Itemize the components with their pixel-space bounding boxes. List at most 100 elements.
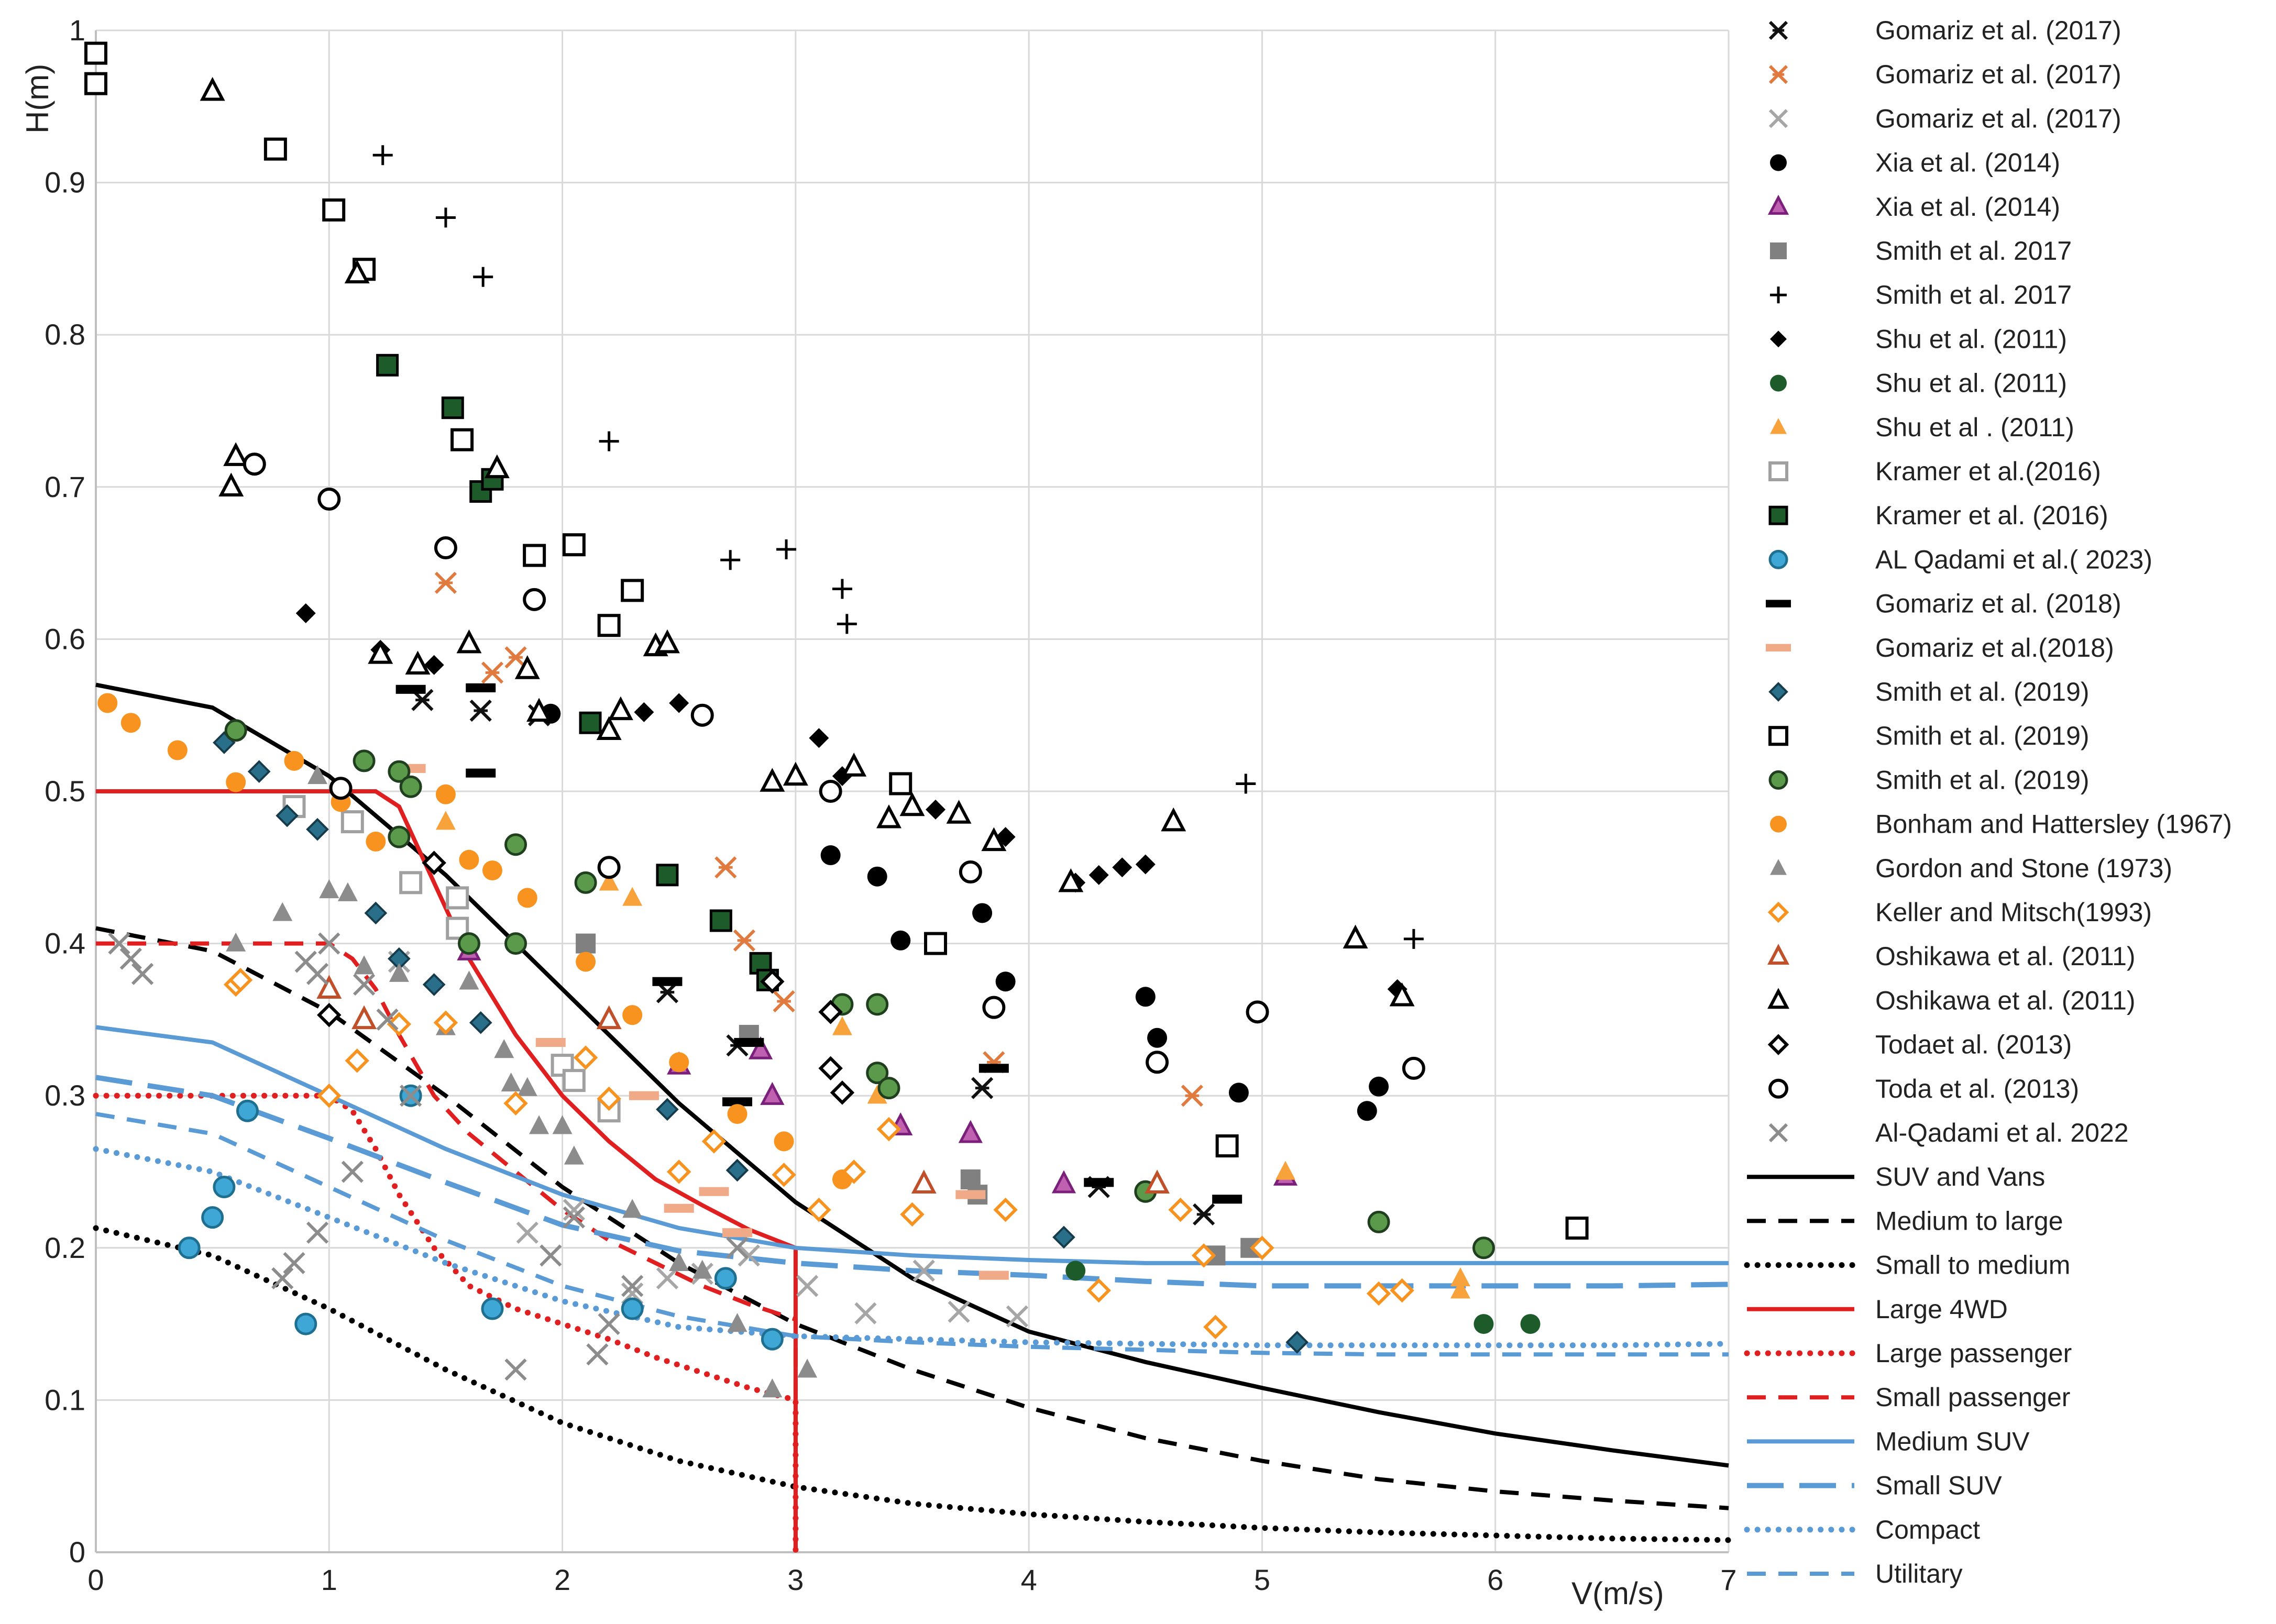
data-point <box>459 849 479 870</box>
line-series-suv-and-vans <box>95 682 1729 1468</box>
legend-label: Shu et al. (2011) <box>1875 369 2067 398</box>
legend-item: Bonham and Hattersley (1967) <box>1770 810 2232 839</box>
data-point <box>1135 854 1156 875</box>
data-point <box>1275 1161 1295 1180</box>
data-point <box>1084 1178 1114 1187</box>
data-point <box>926 799 946 820</box>
data-point <box>818 1000 843 1024</box>
y-tick-label: 0.1 <box>45 1383 85 1416</box>
legend-item: Medium SUV <box>1747 1427 2030 1456</box>
legend-label: Large 4WD <box>1875 1295 2008 1324</box>
data-point <box>1212 1195 1243 1204</box>
data-point <box>434 536 457 560</box>
data-point <box>1369 1076 1389 1097</box>
legend-item: Al-Qadami et al. 2022 <box>1768 1118 2129 1147</box>
data-point <box>529 1115 549 1134</box>
data-point <box>654 629 680 654</box>
scatter-series-12 <box>178 1084 784 1351</box>
data-point <box>760 768 785 792</box>
legend-item: AL Qadami et al.( 2023) <box>1768 545 2152 574</box>
data-point <box>306 1221 329 1244</box>
data-point <box>837 614 857 634</box>
data-point <box>1168 1197 1193 1222</box>
legend-marker <box>1768 1078 1788 1099</box>
data-point <box>97 693 118 713</box>
data-point <box>307 765 328 785</box>
data-point <box>622 1005 643 1025</box>
data-point <box>564 1145 584 1165</box>
data-point <box>364 901 388 925</box>
data-point <box>535 1037 566 1047</box>
data-point <box>832 1016 852 1035</box>
data-point <box>494 1039 514 1058</box>
data-point <box>213 1176 236 1199</box>
data-point <box>1367 1210 1390 1233</box>
legend-label: Gomariz et al. (2017) <box>1875 104 2121 133</box>
x-tick-label: 2 <box>554 1563 570 1596</box>
data-point <box>982 996 1006 1019</box>
data-point <box>469 699 492 722</box>
data-point <box>306 817 329 841</box>
data-point <box>596 1005 622 1030</box>
line-series-medium-to-large <box>95 926 1729 1510</box>
data-point <box>434 571 457 594</box>
data-point <box>446 886 469 910</box>
data-point <box>714 1267 737 1290</box>
data-point <box>395 684 426 694</box>
data-point <box>699 1187 729 1196</box>
data-point <box>504 932 527 955</box>
legend-label: Keller and Mitsch(1993) <box>1875 898 2152 927</box>
data-point <box>387 1012 412 1036</box>
data-point <box>959 860 982 884</box>
legend-marker <box>1767 1034 1789 1055</box>
data-point <box>504 1358 527 1381</box>
data-point <box>958 1120 983 1143</box>
data-point <box>783 761 808 786</box>
data-point <box>714 856 737 879</box>
legend-label: Large passenger <box>1875 1339 2072 1368</box>
y-tick-label: 0.6 <box>45 622 85 655</box>
data-point <box>830 1080 855 1105</box>
legend-item: Medium to large <box>1747 1206 2063 1235</box>
data-point <box>598 1312 620 1335</box>
legend-marker <box>1767 901 1789 923</box>
data-point <box>466 768 496 778</box>
data-point <box>1146 1051 1169 1074</box>
data-point <box>772 1163 796 1187</box>
legend-label: Smith et al. 2017 <box>1875 280 2072 310</box>
data-point <box>1191 1243 1216 1268</box>
legend-item: Shu et al. (2011) <box>1770 324 2067 353</box>
data-point <box>946 800 972 824</box>
legend-item: Gomariz et al. (2017) <box>1768 104 2121 133</box>
data-point <box>622 1199 643 1218</box>
data-point <box>1366 1281 1391 1306</box>
legend-label: Gomariz et al. (2017) <box>1875 60 2121 89</box>
scatter-series-15 <box>213 731 1309 1354</box>
data-point <box>820 845 841 866</box>
scatter-series-3 <box>541 703 1389 1121</box>
legend-label: Toda et al. (2013) <box>1875 1074 2079 1103</box>
data-point <box>701 1129 727 1154</box>
data-point <box>1520 1314 1541 1334</box>
data-point <box>900 1202 925 1227</box>
legend-item: Utilitary <box>1747 1559 1963 1588</box>
legend-marker <box>1770 815 1787 833</box>
y-axis-label: H(m) <box>20 64 55 134</box>
data-point <box>1343 924 1368 949</box>
data-point <box>319 879 339 899</box>
data-point <box>1565 1217 1589 1240</box>
data-point <box>226 932 246 952</box>
data-point <box>353 973 376 996</box>
data-point <box>318 932 340 955</box>
legend-label: Shu et al . (2011) <box>1875 413 2074 442</box>
data-point <box>563 1199 585 1221</box>
data-point <box>84 41 107 65</box>
data-point <box>796 1275 819 1297</box>
data-point <box>899 792 925 816</box>
data-point <box>344 259 370 284</box>
legend-label: Small to medium <box>1875 1251 2070 1280</box>
data-point <box>243 452 266 476</box>
y-tick-label: 0.5 <box>45 775 85 808</box>
line-series-utilitary <box>95 1112 1729 1357</box>
